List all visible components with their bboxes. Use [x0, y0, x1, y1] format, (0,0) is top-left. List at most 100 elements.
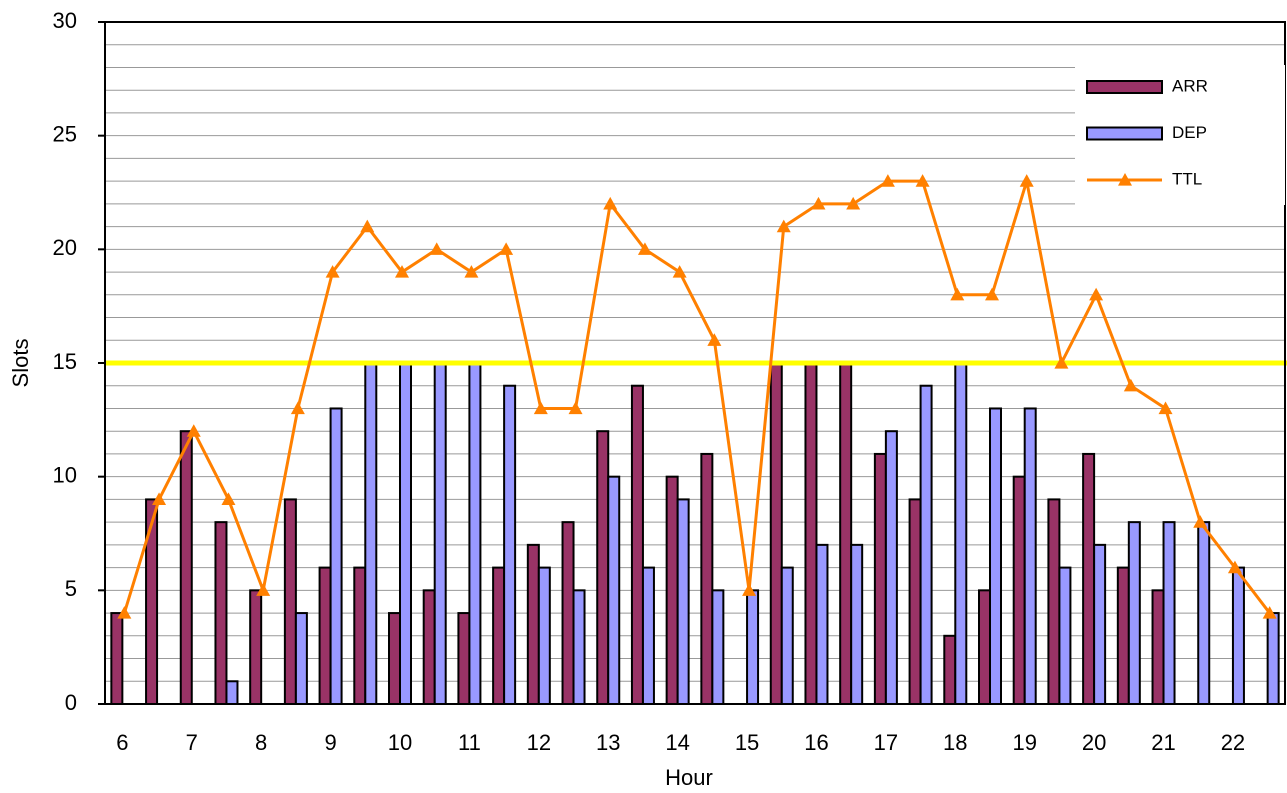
line-marker	[1019, 174, 1034, 187]
line-marker	[152, 492, 167, 505]
bar	[388, 612, 401, 705]
line-marker	[1054, 356, 1069, 369]
line-marker	[880, 174, 895, 187]
bar	[561, 521, 575, 706]
line-marker	[1158, 401, 1173, 415]
x-tick-label: 20	[1082, 730, 1106, 755]
line-marker	[846, 196, 861, 210]
line-marker	[290, 401, 305, 415]
legend-label: ARR	[1172, 76, 1208, 95]
x-tick-label: 22	[1221, 730, 1245, 755]
bar	[665, 475, 679, 705]
bar	[283, 498, 297, 705]
line-marker	[186, 424, 201, 437]
bar	[110, 612, 124, 705]
bar	[214, 521, 228, 706]
bar	[353, 566, 367, 705]
bar	[630, 384, 644, 705]
bar	[1012, 475, 1026, 705]
plot-frame	[104, 21, 1286, 705]
bar	[943, 634, 957, 705]
line-marker	[568, 401, 583, 415]
y-tick-label: 15	[53, 349, 77, 374]
line-marker	[742, 583, 757, 596]
x-tick-label: 21	[1151, 730, 1175, 755]
bar	[908, 498, 922, 705]
line-marker	[950, 287, 965, 301]
line-marker	[811, 196, 826, 210]
line-series	[122, 179, 1271, 614]
bar	[1231, 566, 1245, 705]
x-tick-label: 12	[527, 730, 551, 755]
bar	[249, 589, 263, 705]
bar	[919, 384, 933, 705]
y-tick-label: 25	[53, 121, 77, 146]
line-marker	[1227, 560, 1242, 574]
bar	[989, 407, 1002, 705]
bar	[1266, 612, 1280, 705]
bar	[179, 430, 193, 705]
bar	[1047, 498, 1061, 705]
bar	[954, 362, 968, 705]
line-marker	[256, 583, 271, 596]
bar	[769, 362, 783, 705]
x-tick-label: 10	[388, 730, 412, 755]
bar	[1197, 521, 1211, 706]
legend-marker	[1118, 173, 1132, 186]
bar	[433, 362, 447, 705]
bar	[1151, 589, 1165, 705]
line-marker	[672, 265, 687, 278]
bar	[318, 566, 332, 705]
x-tick-label: 16	[804, 730, 828, 755]
bar	[780, 566, 794, 705]
line-marker	[429, 242, 444, 255]
y-axis-label: Slots	[8, 339, 33, 388]
x-tick-label: 15	[735, 730, 759, 755]
x-tick-label: 17	[874, 730, 898, 755]
legend: ARR DEP TTL	[1075, 65, 1285, 205]
bar	[1162, 521, 1176, 706]
bar	[700, 452, 714, 705]
bar	[294, 612, 308, 705]
bar	[1116, 566, 1130, 705]
bar	[1082, 452, 1096, 705]
bar	[746, 589, 760, 705]
bar	[815, 543, 829, 705]
line-marker	[707, 333, 722, 346]
bar	[596, 430, 610, 705]
legend-swatch	[1086, 80, 1163, 94]
bar	[839, 362, 853, 705]
x-tick-label: 18	[943, 730, 967, 755]
line-marker	[360, 219, 375, 233]
line-marker	[1262, 606, 1277, 619]
x-tick-label: 19	[1012, 730, 1036, 755]
bar	[457, 612, 471, 705]
bar	[804, 362, 818, 705]
x-tick-label: 13	[596, 730, 620, 755]
bar	[873, 452, 887, 705]
line-marker	[464, 265, 479, 278]
legend-label: DEP	[1172, 123, 1207, 142]
bar	[526, 543, 540, 705]
bar	[329, 407, 343, 705]
bar	[572, 589, 586, 705]
bar	[850, 543, 864, 705]
bar	[503, 384, 517, 705]
line-marker	[1089, 287, 1104, 301]
bar	[468, 362, 482, 705]
line-marker	[117, 606, 132, 619]
x-tick-label: 7	[186, 730, 198, 755]
line-marker	[776, 219, 791, 233]
line-marker	[1123, 378, 1138, 392]
line-marker	[1193, 515, 1208, 528]
bar	[978, 589, 991, 705]
line-marker	[499, 242, 514, 255]
bar	[492, 566, 506, 705]
x-axis-label: Hour	[665, 765, 713, 790]
y-tick-label: 20	[53, 235, 77, 260]
x-tick-label: 6	[116, 730, 128, 755]
line-marker	[533, 401, 548, 415]
line-marker	[221, 492, 236, 505]
legend-swatch	[1086, 126, 1163, 141]
y-tick-label: 0	[65, 690, 77, 715]
